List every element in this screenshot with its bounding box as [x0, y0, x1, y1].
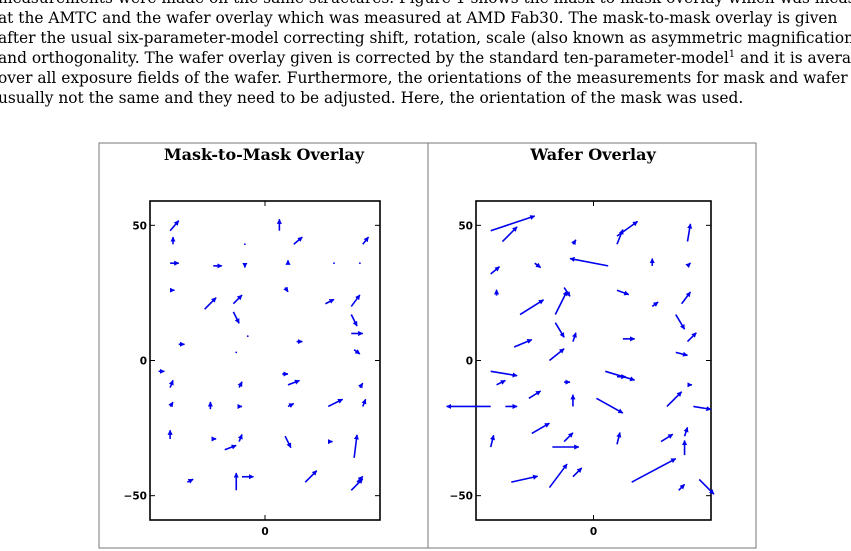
plot-axes-box: [475, 200, 712, 521]
y-tick-label: −50: [450, 491, 473, 503]
overlay-arrow: [675, 351, 688, 357]
overlay-arrow: [616, 432, 622, 445]
paragraph-line: usually not the same and they need to be…: [0, 89, 744, 107]
footnote-ref: 1: [728, 48, 736, 60]
y-tick-label: −50: [124, 491, 147, 503]
overlay-arrow: [693, 405, 712, 412]
paragraph-line: and orthogonality. The wafer overlay giv…: [0, 48, 851, 68]
paragraph: measurements were made on the same struc…: [0, 0, 851, 108]
overlay-arrow: [675, 314, 686, 330]
overlay-arrow: [496, 379, 506, 386]
overlay-arrow: [232, 311, 240, 324]
overlay-arrow: [511, 474, 539, 483]
overlay-arrow: [596, 397, 624, 414]
overlay-arrow: [169, 220, 180, 232]
overlay-arrow: [356, 475, 364, 483]
overlay-arrow: [237, 381, 243, 388]
paragraph-line: measurements were made on the same struc…: [0, 0, 851, 8]
overlay-arrow: [680, 291, 692, 305]
overlay-arrow: [534, 262, 542, 269]
overlay-arrow: [683, 426, 689, 437]
overlay-arrow: [293, 236, 303, 245]
overlay-arrow: [678, 483, 686, 491]
overlay-arrow: [631, 457, 677, 483]
overlay-arrow: [232, 294, 243, 305]
overlay-arrow: [333, 262, 335, 265]
overlay-arrow: [204, 297, 217, 310]
paragraph-text: and orthogonality. The wafer overlay giv…: [0, 49, 729, 67]
overlay-arrow: [605, 370, 636, 382]
overlay-arrow: [554, 290, 568, 315]
paragraph-line: over all exposure fields of the wafer. F…: [0, 69, 851, 87]
x-tick-label: 0: [590, 526, 597, 538]
overlay-arrow: [168, 401, 174, 408]
overlay-arrow: [287, 379, 300, 386]
overlay-arrow: [571, 239, 577, 246]
overlay-arrow: [362, 236, 370, 245]
overlay-arrow: [686, 332, 697, 343]
overlay-arrow: [235, 351, 238, 354]
overlay-arrow: [548, 348, 565, 362]
x-tick-label: 0: [261, 526, 268, 538]
overlay-arrow: [287, 402, 295, 408]
overlay-arrow: [513, 338, 533, 348]
paragraph-line: at the AMTC and the wafer overlay which …: [0, 9, 838, 27]
overlay-arrow: [246, 335, 249, 338]
overlay-arrow: [548, 463, 568, 489]
overlay-arrow: [490, 266, 501, 275]
overlay-arrow: [528, 390, 542, 400]
overlay-arrow: [685, 262, 692, 269]
y-tick-label: 0: [140, 356, 147, 368]
overlay-arrow: [350, 314, 358, 327]
overlay-arrow: [224, 444, 237, 451]
overlay-arrow: [616, 229, 624, 245]
overlay-arrow: [361, 398, 367, 407]
overlay-arrow: [350, 478, 364, 491]
overlay-arrow: [572, 467, 583, 478]
overlay-arrow: [660, 433, 674, 443]
overlay-arrow: [519, 299, 544, 316]
overlay-arrow: [350, 294, 361, 307]
panel-title: Mask-to-Mask Overlay: [164, 145, 365, 164]
paragraph-line: after the usual six-parameter-model corr…: [0, 29, 851, 47]
overlay-arrow: [243, 243, 246, 246]
overlay-arrow: [531, 422, 550, 435]
overlay-arrow: [284, 435, 292, 449]
panel-mask-to-mask: Mask-to-Mask Overlay −50 0 50 0: [124, 145, 381, 538]
overlay-arrow: [501, 226, 518, 243]
overlay-arrow: [187, 478, 194, 484]
y-tick-label: 50: [132, 220, 147, 232]
paragraph-text: and it is averaged: [740, 49, 851, 67]
overlay-arrow: [698, 478, 715, 495]
overlay-arrow: [490, 370, 518, 378]
overlay-arrow: [651, 301, 659, 308]
overlay-arrow: [616, 220, 639, 237]
overlay-arrow: [563, 432, 574, 443]
overlay-arrow: [237, 433, 243, 442]
overlay-arrow: [283, 286, 289, 293]
overlay-arrow: [325, 298, 335, 305]
overlay-arrow: [554, 322, 565, 338]
overlay-arrow: [353, 349, 361, 355]
overlay-arrow: [490, 215, 536, 232]
panel-title: Wafer Overlay: [529, 145, 656, 164]
panel-wafer: Wafer Overlay −50 0 50 0: [446, 145, 715, 538]
overlay-arrow: [168, 379, 174, 388]
overlay-arrow: [686, 223, 693, 242]
overlay-arrow: [569, 256, 609, 267]
overlay-arrow: [666, 391, 683, 408]
overlay-arrow: [616, 289, 630, 296]
overlay-arrow: [358, 262, 361, 265]
overlay-arrow: [358, 382, 364, 389]
overlay-arrow: [327, 398, 344, 408]
y-tick-label: 0: [466, 356, 473, 368]
overlay-arrow: [353, 434, 359, 458]
plot-axes-box: [149, 200, 381, 521]
overlay-arrow: [489, 434, 495, 448]
overlay-arrow: [304, 470, 318, 483]
y-tick-label: 50: [458, 220, 473, 232]
overlay-arrow: [571, 332, 577, 342]
